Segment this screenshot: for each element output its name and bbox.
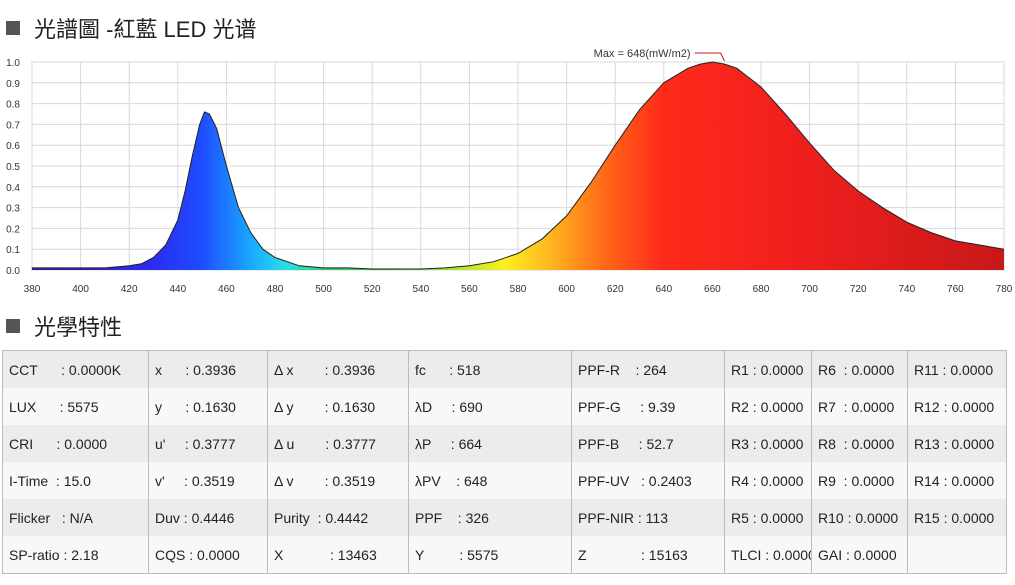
spectrum-line	[31, 61, 1005, 270]
table-row: LUX : 5575 y : 0.1630 Δ y : 0.1630 λD : 690…	[2, 388, 1007, 425]
x-tick-label: 700	[801, 284, 818, 295]
table-cell: PPF : 326	[408, 499, 572, 536]
table-cell	[907, 536, 1007, 574]
table-cell: CQS : 0.0000	[148, 536, 268, 574]
table-cell: R10 : 0.0000	[811, 499, 908, 536]
y-tick-label: 0.0	[6, 266, 20, 277]
y-tick-label: 0.6	[6, 141, 20, 152]
optical-properties-table: CCT : 0.0000K x : 0.3936 Δ x : 0.3936 fc : …	[2, 350, 1007, 574]
x-tick-label: 440	[169, 284, 186, 295]
table-cell: R15 : 0.0000	[907, 499, 1007, 536]
table-cell: R6 : 0.0000	[811, 350, 908, 388]
x-tick-label: 720	[850, 284, 867, 295]
table-cell: R5 : 0.0000	[724, 499, 812, 536]
table-cell: Flicker : N/A	[2, 499, 149, 536]
table-cell: PPF-NIR : 113	[571, 499, 725, 536]
x-tick-label: 760	[947, 284, 964, 295]
x-tick-label: 740	[898, 284, 915, 295]
table-cell: λD : 690	[408, 388, 572, 425]
x-tick-label: 780	[996, 284, 1013, 295]
y-tick-label: 0.3	[6, 204, 20, 215]
table-cell: Duv : 0.4446	[148, 499, 268, 536]
y-tick-label: 0.7	[6, 120, 20, 131]
table-cell: Y : 5575	[408, 536, 572, 574]
table-cell: GAI : 0.0000	[811, 536, 908, 574]
table-cell: LUX : 5575	[2, 388, 149, 425]
x-tick-label: 680	[753, 284, 770, 295]
x-tick-label: 420	[121, 284, 138, 295]
table-cell: SP-ratio : 2.18	[2, 536, 149, 574]
spectrum-chart: 380 400 420 440 460 480 500 520 540 560 580 600 620 6…	[6, 48, 1013, 295]
square-bullet-icon	[6, 319, 20, 333]
table-cell: Δ u : 0.3777	[267, 425, 409, 462]
table-cell: Δ x : 0.3936	[267, 350, 409, 388]
table-row: I-Time : 15.0 v' : 0.3519 Δ v : 0.3519 λPV …	[2, 462, 1007, 499]
chart-title-text: 光譜圖 -紅藍 LED 光谱	[34, 17, 257, 42]
y-tick-label: 0.8	[6, 100, 20, 111]
x-tick-label: 500	[315, 284, 332, 295]
table-cell: PPF-G : 9.39	[571, 388, 725, 425]
table-cell: I-Time : 15.0	[2, 462, 149, 499]
y-tick-label: 0.4	[6, 183, 20, 194]
table-cell: Z : 15163	[571, 536, 725, 574]
spectrum-area	[32, 62, 1004, 270]
table-cell: R1 : 0.0000	[724, 350, 812, 388]
table-cell: x : 0.3936	[148, 350, 268, 388]
x-tick-label: 480	[267, 284, 284, 295]
table-cell: λPV : 648	[408, 462, 572, 499]
table-cell: CCT : 0.0000K	[2, 350, 149, 388]
table-cell: fc : 518	[408, 350, 572, 388]
x-tick-label: 400	[72, 284, 89, 295]
y-tick-label: 1.0	[6, 58, 20, 69]
square-bullet-icon	[6, 21, 20, 35]
section-title-text: 光學特性	[34, 315, 123, 340]
x-tick-label: 460	[218, 284, 235, 295]
table-cell: Δ y : 0.1630	[267, 388, 409, 425]
table-cell: R8 : 0.0000	[811, 425, 908, 462]
y-tick-label: 0.5	[6, 162, 20, 173]
table-cell: R14 : 0.0000	[907, 462, 1007, 499]
table-cell: R12 : 0.0000	[907, 388, 1007, 425]
x-tick-label: 380	[24, 284, 41, 295]
table-cell: R3 : 0.0000	[724, 425, 812, 462]
x-tick-label: 640	[655, 284, 672, 295]
x-tick-label: 620	[607, 284, 624, 295]
section-title-optical: 光學特性	[6, 310, 122, 342]
annotation-leader	[720, 52, 725, 62]
x-tick-label: 660	[704, 284, 721, 295]
table-cell: Purity : 0.4442	[267, 499, 409, 536]
table-cell: R9 : 0.0000	[811, 462, 908, 499]
x-tick-label: 560	[461, 284, 478, 295]
table-cell: R11 : 0.0000	[907, 350, 1007, 388]
table-row: Flicker : N/A Duv : 0.4446 Purity : 0.4442…	[2, 499, 1007, 536]
table-cell: u' : 0.3777	[148, 425, 268, 462]
chart-title: 光譜圖 -紅藍 LED 光谱	[6, 12, 256, 44]
table-cell: CRI : 0.0000	[2, 425, 149, 462]
table-cell: R7 : 0.0000	[811, 388, 908, 425]
y-tick-label: 0.9	[6, 79, 20, 90]
table-row: CCT : 0.0000K x : 0.3936 Δ x : 0.3936 fc : …	[2, 350, 1007, 388]
table-cell: TLCI : 0.0000	[724, 536, 812, 574]
table-cell: PPF-UV : 0.2403	[571, 462, 725, 499]
x-tick-label: 580	[510, 284, 527, 295]
x-tick-label: 520	[364, 284, 381, 295]
y-tick-label: 0.2	[6, 224, 20, 235]
table-cell: X : 13463	[267, 536, 409, 574]
table-row: CRI : 0.0000 u' : 0.3777 Δ u : 0.3777 λP : …	[2, 425, 1007, 462]
x-tick-label: 600	[558, 284, 575, 295]
table-cell: Δ v : 0.3519	[267, 462, 409, 499]
table-row: SP-ratio : 2.18 CQS : 0.0000 X : 13463 Y : …	[2, 536, 1007, 574]
x-tick-label: 540	[412, 284, 429, 295]
max-annotation: Max = 648(mW/m2)	[594, 48, 691, 60]
table-cell: PPF-R : 264	[571, 350, 725, 388]
table-cell: y : 0.1630	[148, 388, 268, 425]
table-cell: R13 : 0.0000	[907, 425, 1007, 462]
table-cell: λP : 664	[408, 425, 572, 462]
y-tick-label: 0.1	[6, 245, 20, 256]
table-cell: R2 : 0.0000	[724, 388, 812, 425]
table-cell: v' : 0.3519	[148, 462, 268, 499]
table-cell: PPF-B : 52.7	[571, 425, 725, 462]
table-cell: R4 : 0.0000	[724, 462, 812, 499]
